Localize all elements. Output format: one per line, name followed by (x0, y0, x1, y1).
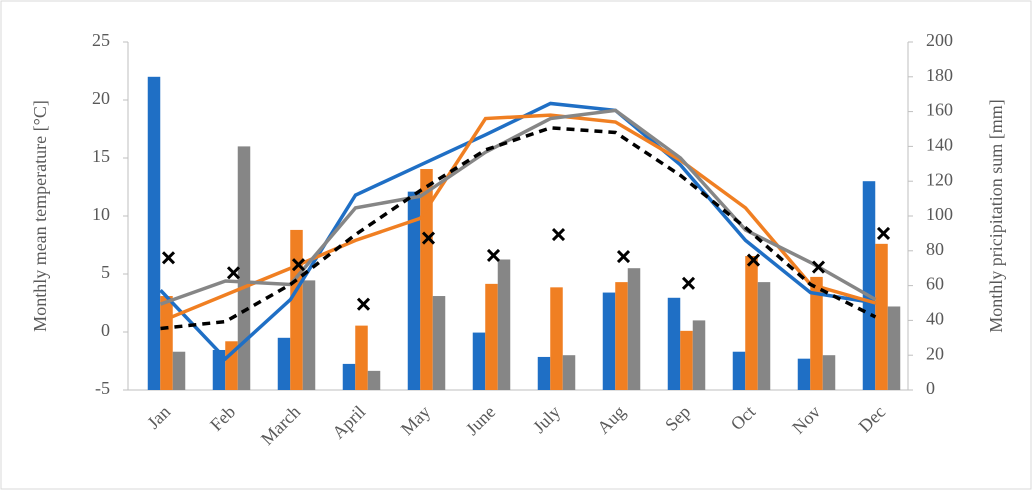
line (159, 108, 877, 306)
marker (746, 253, 761, 267)
y2-tick-label: 140 (926, 135, 953, 155)
bar (432, 296, 446, 390)
bar (485, 283, 498, 390)
marker (161, 251, 176, 265)
line (159, 101, 876, 362)
bar (472, 332, 486, 390)
marker (811, 260, 826, 274)
bar (497, 259, 511, 390)
bar (302, 280, 316, 390)
bar (757, 282, 771, 390)
bar (862, 181, 876, 390)
y2-tick-label: 120 (926, 169, 953, 189)
bar (237, 146, 251, 390)
bar (355, 325, 368, 390)
bar (887, 306, 901, 390)
marker (551, 227, 566, 242)
y-tick-label: 25 (92, 30, 110, 50)
bar (615, 282, 628, 390)
y-tick-label: 15 (92, 146, 110, 166)
bar (797, 358, 811, 390)
y2-tick-label: 160 (926, 100, 953, 120)
bar (732, 351, 746, 390)
bar (875, 243, 888, 390)
line (159, 113, 876, 324)
bar (277, 337, 291, 390)
bar (147, 76, 161, 391)
bar (225, 341, 238, 390)
line (160, 126, 877, 331)
bar (342, 363, 356, 390)
marker (291, 258, 306, 272)
y2-tick-label: 200 (926, 30, 953, 50)
y2-tick-label: 20 (926, 343, 944, 363)
bar (667, 297, 681, 390)
bar (420, 169, 433, 390)
marker (681, 276, 696, 290)
bar (680, 330, 693, 390)
bar (810, 276, 823, 390)
y-tick-label: 10 (92, 204, 110, 224)
marker (421, 231, 436, 245)
y2-tick-label: 60 (926, 274, 944, 294)
bar (367, 370, 381, 390)
bar (160, 296, 173, 390)
bar (537, 356, 551, 390)
bar (212, 349, 226, 390)
marker (486, 248, 501, 263)
y-tick-label: 20 (92, 88, 110, 108)
bar (562, 355, 576, 390)
bar (692, 320, 706, 390)
bar (822, 355, 836, 390)
y2-axis-title: Monthly pricipitation sum [mm] (986, 99, 1006, 332)
y2-tick-label: 180 (926, 65, 953, 85)
y2-tick-label: 100 (926, 204, 953, 224)
bar (550, 287, 563, 390)
y2-tick-label: 0 (926, 378, 935, 398)
y-axis-title: Monthly mean temperature [°C] (30, 100, 50, 332)
bar (627, 268, 641, 390)
y2-tick-label: 40 (926, 309, 944, 329)
y-tick-label: -5 (95, 378, 110, 398)
bar (745, 256, 758, 390)
bar (602, 292, 616, 390)
marker (876, 226, 891, 240)
marker (356, 297, 371, 311)
bar (172, 351, 186, 390)
y2-tick-label: 80 (926, 239, 944, 259)
y-tick-label: 0 (101, 320, 110, 340)
bar (290, 229, 303, 390)
marker (226, 266, 241, 280)
bar (407, 191, 421, 390)
y-tick-label: 5 (101, 262, 110, 282)
marker (616, 250, 631, 264)
